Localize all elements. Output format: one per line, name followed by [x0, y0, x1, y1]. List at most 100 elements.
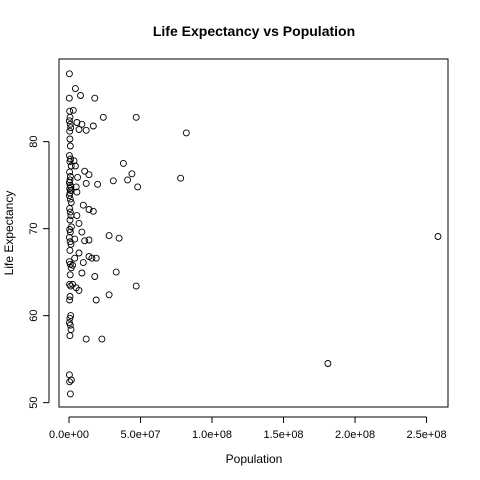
data-point [92, 254, 100, 262]
data-point [92, 296, 100, 304]
data-point [70, 157, 78, 165]
data-point [66, 271, 74, 279]
data-point [75, 286, 83, 294]
data-point [132, 282, 140, 290]
x-tick-label: 1.0e+08 [192, 429, 232, 441]
data-point [65, 94, 73, 102]
data-point [75, 126, 83, 133]
data-point [105, 291, 113, 299]
data-point [66, 208, 74, 216]
data-point [82, 126, 90, 134]
data-point [73, 119, 81, 126]
data-point [73, 212, 81, 220]
data-point [66, 378, 74, 386]
data-point [91, 273, 99, 280]
data-point [66, 293, 74, 300]
data-point [124, 176, 132, 184]
data-point [71, 235, 79, 243]
data-point [82, 179, 90, 187]
data-point [66, 246, 74, 254]
data-point [434, 233, 442, 240]
data-point [91, 94, 99, 102]
data-point [132, 113, 140, 121]
data-point [128, 170, 136, 178]
data-point [66, 113, 74, 121]
data-point [66, 321, 74, 329]
data-point [98, 335, 106, 343]
data-point [105, 232, 113, 240]
data-point [69, 280, 77, 288]
data-point [66, 127, 74, 135]
data-point [78, 120, 86, 128]
data-point [72, 183, 80, 191]
data-point [81, 167, 89, 175]
data-point [66, 158, 74, 166]
data-point [73, 188, 81, 196]
data-point [119, 159, 127, 167]
data-point [112, 268, 120, 276]
data-point [67, 186, 75, 194]
data-point [67, 312, 75, 320]
data-point [66, 176, 74, 184]
chart-title: Life Expectancy vs Population [153, 23, 355, 39]
data-point [66, 280, 74, 288]
data-point [67, 124, 75, 132]
data-point [324, 360, 332, 367]
y-tick-label: 60 [28, 310, 40, 322]
data-point [69, 106, 77, 114]
data-point [88, 254, 96, 262]
data-point [71, 162, 79, 170]
data-point [66, 135, 74, 143]
data-point [134, 183, 142, 191]
data-point [71, 254, 79, 262]
data-point [85, 236, 93, 244]
data-point [78, 269, 86, 277]
x-axis-label: Population [226, 452, 283, 466]
data-point [79, 201, 87, 209]
data-point [66, 195, 74, 203]
data-point [79, 259, 87, 267]
data-point [71, 85, 79, 93]
data-point [115, 234, 123, 242]
data-point [89, 207, 97, 215]
data-point [66, 226, 74, 233]
y-tick-label: 70 [28, 223, 40, 235]
data-point [82, 335, 90, 343]
data-point [67, 162, 75, 170]
data-point [65, 70, 73, 78]
data-point [65, 192, 73, 200]
data-point [177, 174, 185, 182]
data-point [99, 113, 107, 121]
x-tick-label: 5.0e+07 [120, 429, 160, 441]
data-point [85, 206, 93, 213]
data-point [65, 152, 73, 160]
data-point [182, 129, 190, 137]
y-axis: 50 60 70 80 [28, 136, 50, 409]
data-point [66, 296, 74, 304]
data-point [75, 219, 83, 227]
x-tick-label: 0.0e+00 [49, 429, 89, 441]
plot-frame [58, 58, 449, 408]
data-point [109, 177, 117, 185]
data-point [75, 249, 83, 257]
data-point [67, 326, 75, 334]
data-points [65, 70, 442, 398]
x-tick-label: 2.0e+08 [335, 429, 375, 441]
data-point [65, 117, 73, 125]
data-point [81, 237, 89, 245]
data-point [67, 376, 75, 384]
data-point [66, 216, 74, 224]
data-point [94, 180, 102, 188]
data-point [78, 228, 86, 236]
data-point [74, 173, 82, 181]
data-point [66, 332, 74, 340]
data-point [69, 261, 77, 269]
x-axis: 0.0e+00 5.0e+07 1.0e+08 1.5e+08 2.0e+08 2.5e+… [49, 416, 447, 441]
data-point [67, 155, 75, 163]
data-point [85, 171, 93, 179]
data-point [67, 199, 75, 206]
data-point [66, 142, 74, 150]
data-point [66, 314, 74, 322]
data-point [89, 122, 97, 130]
